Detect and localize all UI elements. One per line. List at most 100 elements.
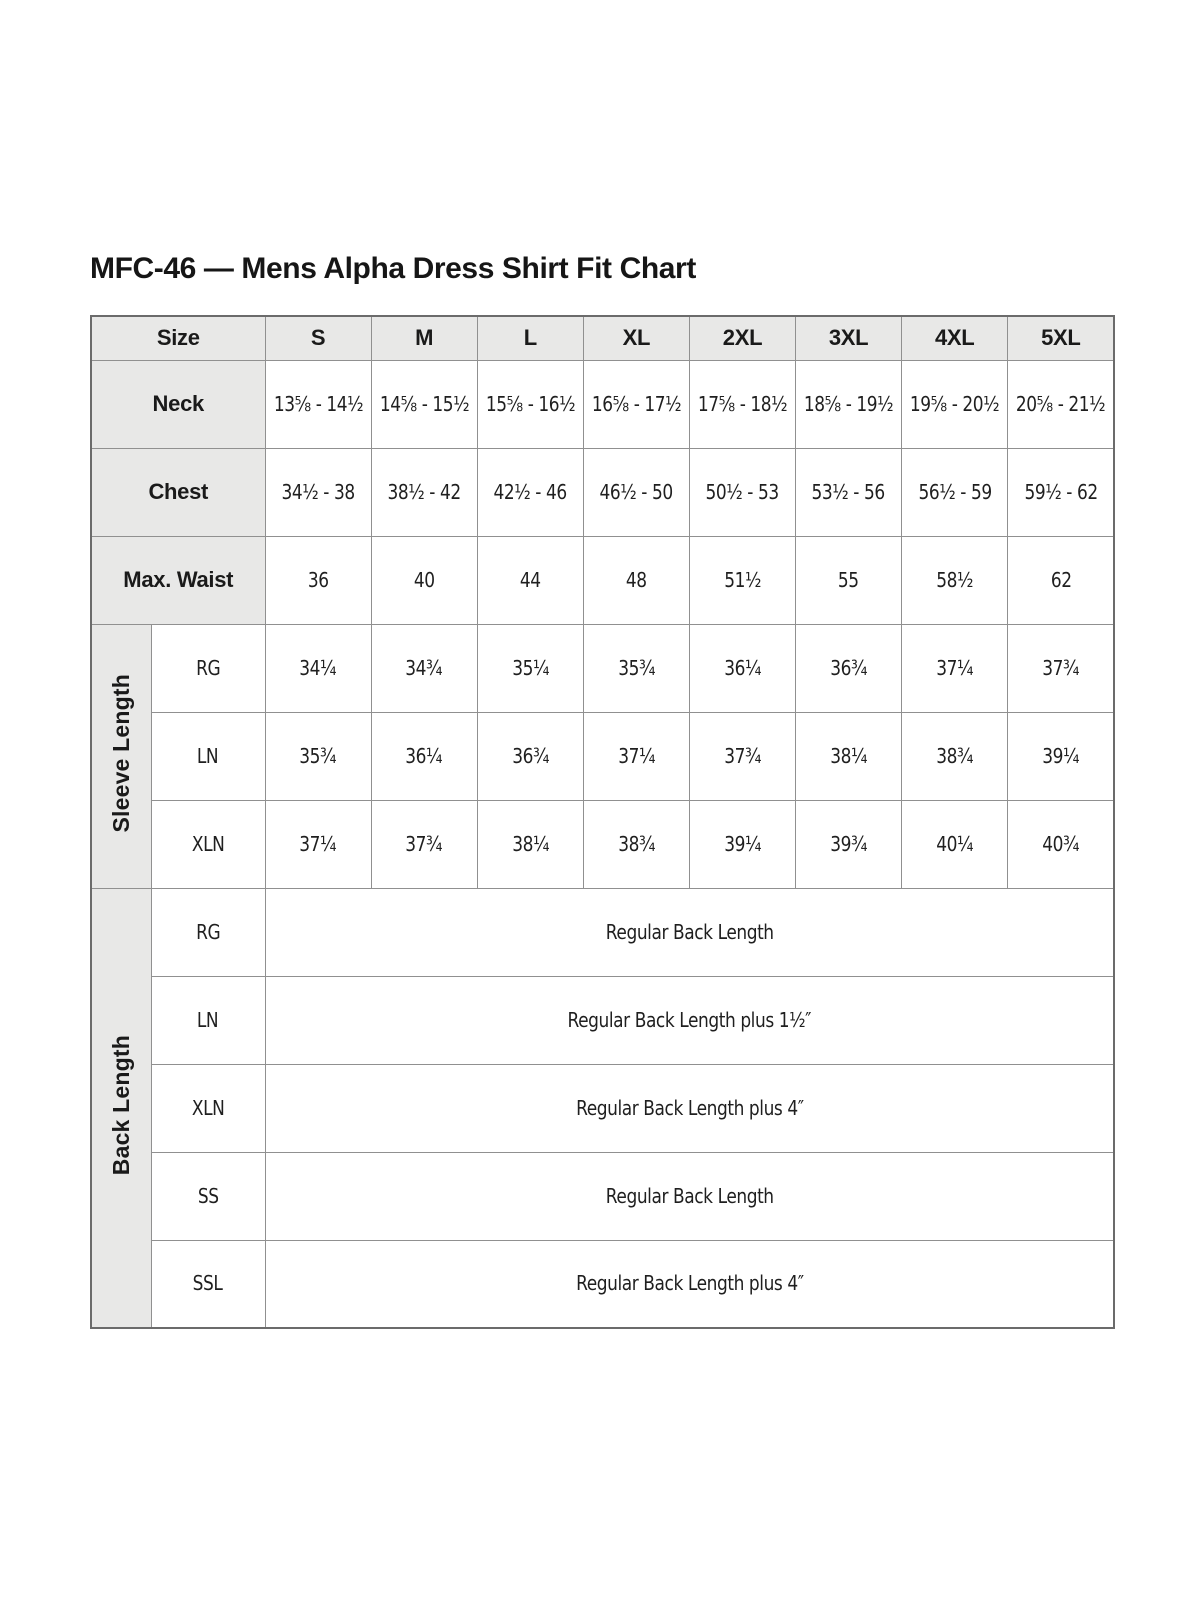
sleeve-rg-value: 34¼	[299, 655, 337, 680]
sleeve-rg-value: 35¾	[617, 655, 655, 680]
size-col-xl: XL	[582, 315, 690, 361]
sleeve-rg-value-cell: 36¼	[688, 623, 797, 713]
sleeve-xln-value-cell: 39¾	[795, 799, 903, 889]
sleeve-ln-value: 36¾	[511, 743, 549, 768]
sleeve-xln-label-cell: XLN	[150, 799, 266, 889]
sleeve-xln-value-cell: 37¾	[370, 799, 478, 889]
max-waist-value: 40	[413, 567, 435, 592]
back-ln-text: Regular Back Length plus 1½″	[567, 1007, 812, 1032]
back-ss-row: SS Regular Back Length	[91, 1151, 1115, 1241]
sleeve-xln-value: 37¾	[405, 831, 443, 856]
chest-value-cell: 38½ - 42	[370, 447, 478, 537]
chest-value: 38½ - 42	[387, 479, 462, 504]
back-ln-row: LN Regular Back Length plus 1½″	[91, 975, 1115, 1065]
chest-value: 46½ - 50	[599, 479, 674, 504]
chest-value-cell: 34½ - 38	[264, 447, 372, 537]
chest-value-cell: 53½ - 56	[795, 447, 903, 537]
sleeve-rg-value-cell: 35¾	[582, 623, 690, 713]
sleeve-ln-value-cell: 38¼	[795, 711, 903, 801]
sleeve-rg-value-cell: 34¾	[370, 623, 478, 713]
neck-value-cell: 13⅝ - 14½	[264, 359, 372, 449]
max-waist-value: 48	[625, 567, 647, 592]
back-ssl-row: SSL Regular Back Length plus 4″	[91, 1239, 1115, 1329]
neck-row: Neck 13⅝ - 14½ 14⅝ - 15½ 15⅝ - 16½ 16⅝ -…	[90, 359, 1115, 449]
sleeve-xln-value-cell: 40¼	[901, 799, 1009, 889]
sleeve-ln-label: LN	[197, 743, 219, 768]
max-waist-value-cell: 44	[476, 535, 584, 625]
page-title: MFC-46 — Mens Alpha Dress Shirt Fit Char…	[90, 252, 696, 285]
back-ss-text-cell: Regular Back Length	[264, 1151, 1115, 1241]
back-ss-label-cell: SS	[150, 1151, 266, 1241]
sleeve-rg-value: 35¼	[511, 655, 549, 680]
max-waist-value-cell: 36	[264, 535, 372, 625]
sleeve-xln-label: XLN	[191, 831, 225, 856]
sleeve-rg-value-cell: 36¾	[795, 623, 903, 713]
neck-value: 20⅝ - 21½	[1016, 391, 1106, 416]
sleeve-xln-value: 38¼	[511, 831, 549, 856]
back-xln-label: XLN	[191, 1095, 225, 1120]
neck-value-cell: 17⅝ - 18½	[688, 359, 797, 449]
max-waist-value: 62	[1050, 567, 1072, 592]
size-col-l: L	[476, 315, 584, 361]
neck-value: 14⅝ - 15½	[379, 391, 469, 416]
back-rg-text: Regular Back Length	[605, 919, 774, 944]
sleeve-xln-value-cell: 37¼	[264, 799, 372, 889]
header-row: Size S M L XL 2XL 3XL 4XL 5XL	[90, 315, 1115, 361]
sleeve-ln-value-cell: 36¼	[370, 711, 478, 801]
size-header-cell: Size	[90, 315, 266, 361]
sleeve-xln-value-cell: 38¼	[476, 799, 584, 889]
neck-value-cell: 15⅝ - 16½	[476, 359, 584, 449]
max-waist-row: Max. Waist 36 40 44 48 51½ 55 58½ 62	[90, 535, 1115, 625]
neck-value-cell: 14⅝ - 15½	[370, 359, 478, 449]
neck-value: 15⅝ - 16½	[485, 391, 576, 416]
max-waist-value: 36	[307, 567, 329, 592]
back-ss-label: SS	[197, 1183, 219, 1208]
sleeve-ln-value: 39¼	[1042, 743, 1080, 768]
size-col-5xl: 5XL	[1007, 315, 1115, 361]
neck-value-cell: 16⅝ - 17½	[582, 359, 690, 449]
max-waist-value: 55	[838, 567, 859, 592]
back-rg-text-cell: Regular Back Length	[264, 887, 1115, 977]
sleeve-ln-row: LN 35¾ 36¼ 36¾ 37¼ 37¾ 38¼ 38¾ 39¼	[91, 711, 1115, 801]
back-rg-label: RG	[195, 919, 221, 944]
sleeve-rg-value: 37¼	[936, 655, 974, 680]
chest-value-cell: 46½ - 50	[582, 447, 690, 537]
sleeve-ln-value-cell: 37¾	[688, 711, 797, 801]
chest-value-cell: 56½ - 59	[901, 447, 1009, 537]
sleeve-xln-row: XLN 37¼ 37¾ 38¼ 38¾ 39¼ 39¾ 40¼ 40¾	[91, 799, 1115, 889]
sleeve-xln-value: 37¼	[299, 831, 337, 856]
max-waist-value: 58½	[936, 567, 974, 592]
sleeve-rg-value-cell: 37¾	[1007, 623, 1115, 713]
max-waist-value: 44	[519, 567, 541, 592]
chest-value: 56½ - 59	[918, 479, 992, 504]
sleeve-rg-value-cell: 35¼	[476, 623, 584, 713]
sleeve-ln-value: 37¾	[724, 743, 761, 768]
chest-row: Chest 34½ - 38 38½ - 42 42½ - 46 46½ - 5…	[90, 447, 1115, 537]
sleeve-ln-label-cell: LN	[150, 711, 266, 801]
back-xln-row: XLN Regular Back Length plus 4″	[91, 1063, 1115, 1153]
fit-chart-table: Size S M L XL 2XL 3XL 4XL 5XL Neck 13⅝ -…	[90, 315, 1116, 1329]
back-ssl-text-cell: Regular Back Length plus 4″	[264, 1239, 1115, 1329]
chest-value: 53½ - 56	[811, 479, 886, 504]
size-col-m: M	[370, 315, 478, 361]
max-waist-value-cell: 55	[795, 535, 903, 625]
back-ln-label-cell: LN	[150, 975, 266, 1065]
sleeve-ln-value-cell: 35¾	[264, 711, 372, 801]
sleeve-rg-value-cell: 34¼	[264, 623, 372, 713]
neck-value-cell: 20⅝ - 21½	[1007, 359, 1115, 449]
sleeve-ln-value-cell: 38¾	[901, 711, 1009, 801]
neck-row-label: Neck	[90, 359, 266, 449]
sleeve-xln-value: 40¾	[1042, 831, 1080, 856]
chest-value: 59½ - 62	[1024, 479, 1098, 504]
sleeve-rg-value-cell: 37¼	[901, 623, 1009, 713]
sleeve-xln-value-cell: 40¾	[1007, 799, 1115, 889]
sleeve-ln-value-cell: 39¼	[1007, 711, 1115, 801]
max-waist-value-cell: 62	[1007, 535, 1115, 625]
chest-value: 42½ - 46	[493, 479, 568, 504]
sleeve-rg-value: 36¼	[724, 655, 761, 680]
back-length-group-label: Back Length	[107, 1035, 134, 1176]
sleeve-rg-row: Sleeve Length RG 34¼ 34¾ 35¼ 35¾ 36¼ 36¾…	[90, 623, 1115, 889]
chest-value: 50½ - 53	[705, 479, 780, 504]
max-waist-value-cell: 58½	[901, 535, 1009, 625]
